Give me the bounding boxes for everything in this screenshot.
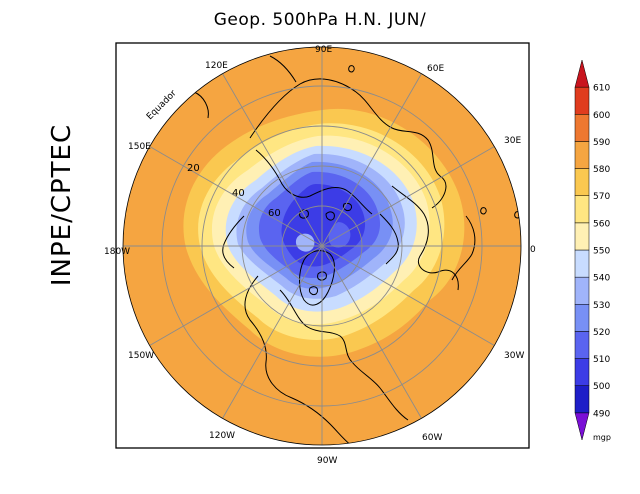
coast-africa bbox=[451, 215, 476, 281]
lon-label-60e: 60E bbox=[427, 64, 444, 74]
lon-label-120w: 120W bbox=[209, 431, 235, 441]
meridian-line bbox=[149, 146, 323, 247]
coast-gulf bbox=[351, 361, 409, 421]
meridian-line bbox=[321, 73, 422, 247]
graticule bbox=[123, 47, 521, 445]
coast-scandinavia bbox=[379, 213, 399, 265]
legend-level-label: 550 bbox=[593, 247, 610, 257]
legend-swatch bbox=[574, 304, 590, 332]
lon-label-30w: 30W bbox=[504, 351, 524, 361]
lon-label-0: 0 bbox=[530, 245, 536, 255]
lon-label-90e: 90E bbox=[315, 45, 332, 55]
legend-swatch bbox=[574, 331, 590, 359]
legend-swatch bbox=[574, 168, 590, 196]
legend-level-label: 600 bbox=[593, 111, 610, 121]
contour-local-max bbox=[328, 222, 351, 248]
legend-level-label: 580 bbox=[593, 165, 610, 175]
lon-label-120e: 120E bbox=[205, 61, 228, 71]
coast-alaska bbox=[222, 215, 245, 269]
meridian-line bbox=[222, 245, 323, 419]
legend-swatch bbox=[574, 86, 590, 115]
meridian-line bbox=[222, 73, 323, 247]
legend-level-label: 520 bbox=[593, 328, 610, 338]
meridian-line bbox=[321, 146, 495, 247]
island-2 bbox=[343, 203, 353, 211]
island-5 bbox=[309, 286, 319, 295]
coast-canada bbox=[279, 289, 353, 363]
legend-level-label: 560 bbox=[593, 219, 610, 229]
coast-europe bbox=[391, 185, 459, 291]
legend-swatch bbox=[574, 195, 590, 224]
coastlines bbox=[193, 55, 521, 445]
lat-label-20: 20 bbox=[187, 163, 200, 174]
lat-label-60: 60 bbox=[268, 208, 281, 219]
meridian-line bbox=[321, 245, 422, 419]
lon-label-90w: 90W bbox=[317, 456, 337, 466]
legend-level-label: 490 bbox=[593, 409, 610, 419]
legend-level-label: 610 bbox=[593, 84, 610, 94]
legend-swatch bbox=[574, 222, 590, 251]
legend-overflow-triangle bbox=[574, 59, 590, 88]
lon-label-180w: 180W bbox=[104, 247, 130, 257]
coast-siberia-arctic bbox=[255, 149, 373, 215]
longitude-labels: 90E 60E 30E 0 30W 60W 90W 120W 150W 180W… bbox=[104, 45, 536, 466]
lon-label-30e: 30E bbox=[504, 136, 521, 146]
lon-label-150w: 150W bbox=[128, 351, 154, 361]
legend-level-label: 590 bbox=[593, 138, 610, 148]
coast-north-america bbox=[244, 275, 353, 445]
lon-label-150e: 150E bbox=[128, 142, 151, 152]
legend-swatch bbox=[574, 385, 590, 414]
legend-swatch bbox=[574, 114, 590, 142]
legend-swatch bbox=[574, 276, 590, 305]
meridian-line bbox=[321, 245, 495, 346]
contour-greenland-high bbox=[295, 233, 315, 252]
coast-kamchatka bbox=[193, 91, 209, 119]
legend-swatch bbox=[574, 249, 590, 278]
map-disk-border bbox=[122, 46, 522, 446]
lat-label-40: 40 bbox=[232, 188, 245, 199]
coast-asia bbox=[249, 78, 447, 209]
latitude-labels: 20 40 60 bbox=[187, 163, 281, 219]
legend-underflow-triangle bbox=[574, 412, 590, 441]
meridian-line bbox=[149, 245, 323, 346]
legend-level-label: 510 bbox=[593, 355, 610, 365]
legend-swatch bbox=[574, 358, 590, 386]
island-1 bbox=[325, 211, 335, 221]
legend-level-label: 500 bbox=[593, 382, 610, 392]
legend-unit-label: mgp bbox=[593, 433, 611, 442]
map-frame bbox=[115, 42, 530, 449]
legend-level-label: 530 bbox=[593, 301, 610, 311]
lon-label-60w: 60W bbox=[422, 433, 442, 443]
legend-level-label: 540 bbox=[593, 274, 610, 284]
coast-east-asia bbox=[269, 55, 297, 83]
legend-swatch bbox=[574, 141, 590, 169]
island-8 bbox=[348, 65, 355, 73]
color-legend: 490 500 510 520 530 540 550 560 570 580 590 600 610 m… bbox=[574, 59, 611, 442]
legend-level-label: 570 bbox=[593, 192, 610, 202]
map-title: Geop. 500hPa H.N. JUN/ bbox=[213, 10, 427, 30]
island-6 bbox=[480, 207, 487, 215]
